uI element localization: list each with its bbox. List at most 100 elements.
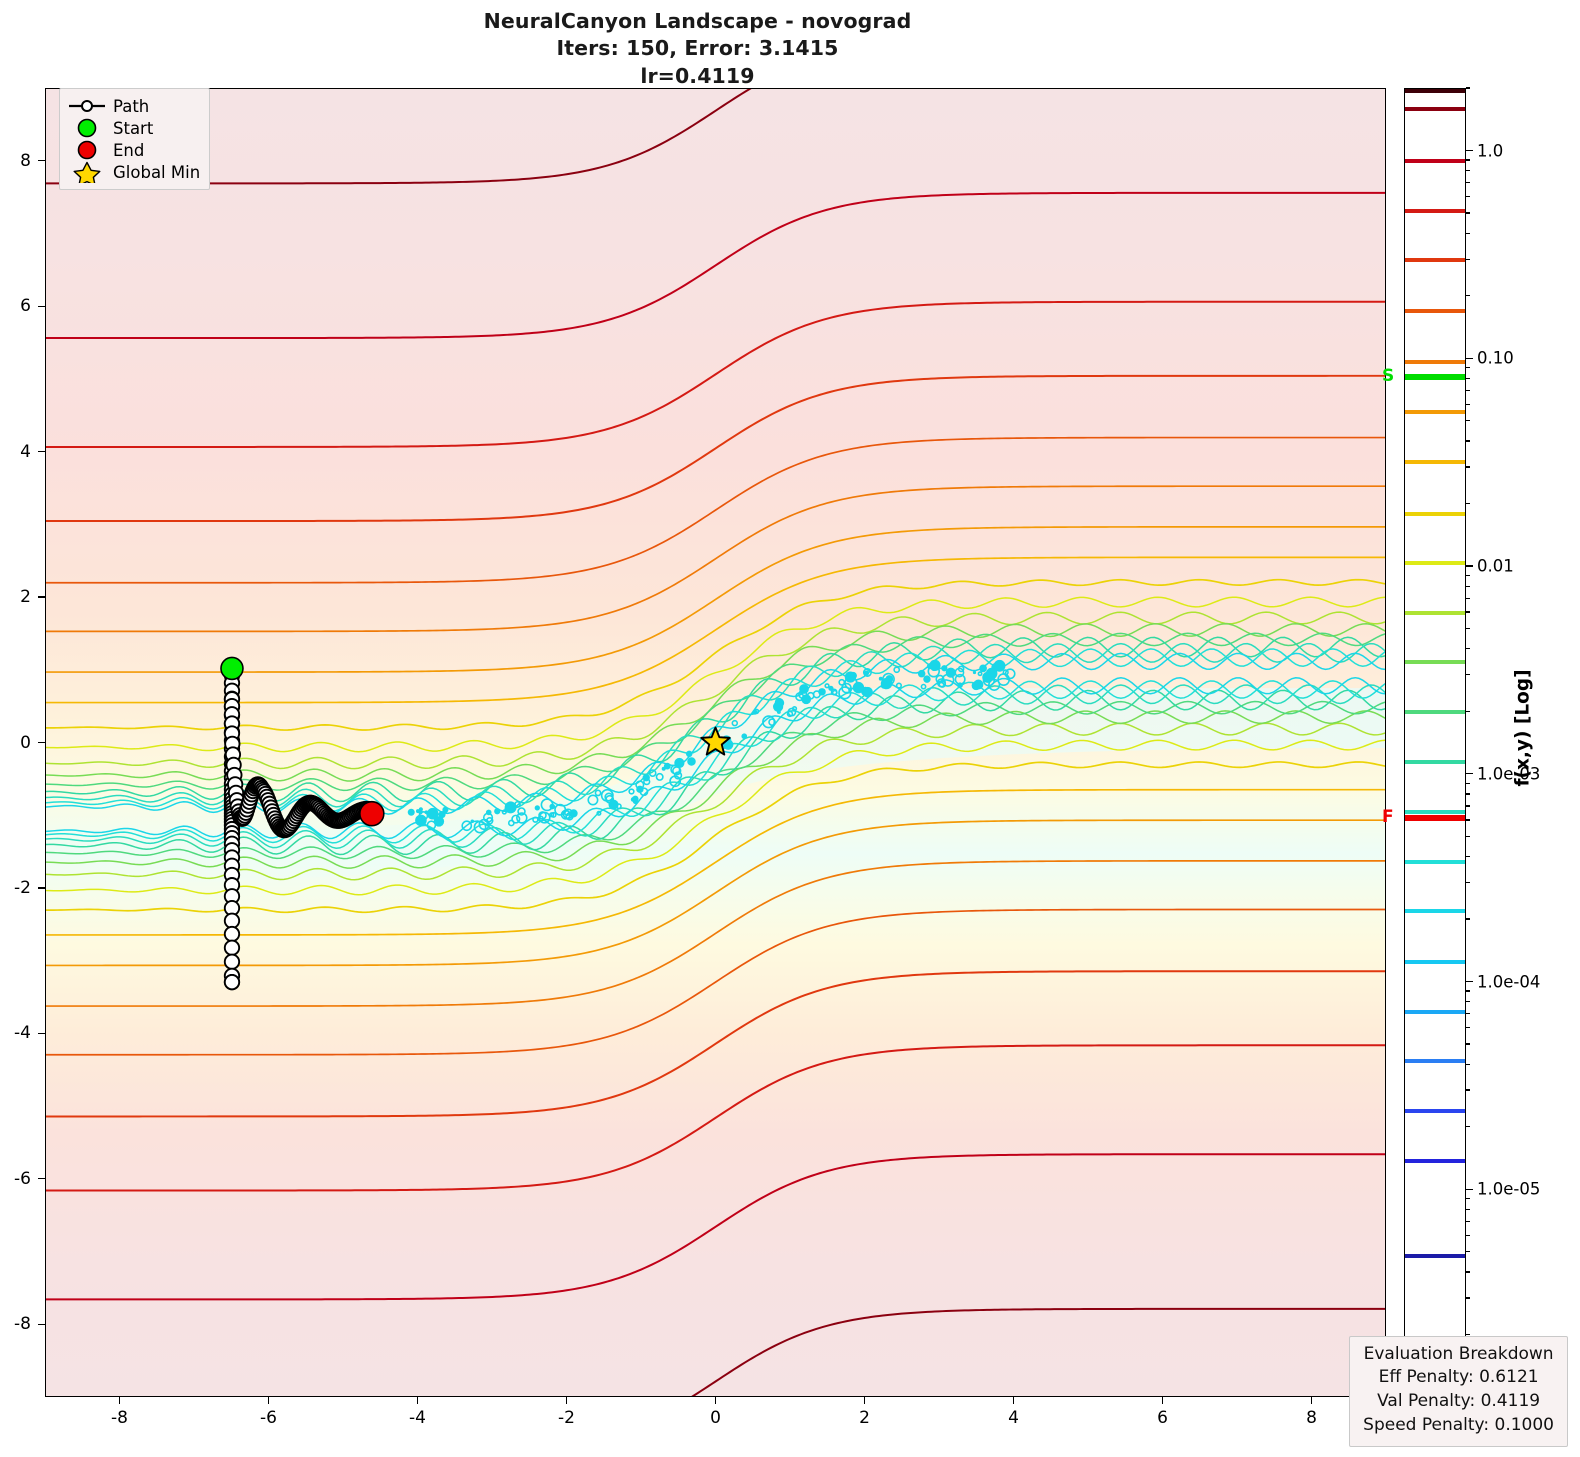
colorbar-level-band — [1405, 1109, 1465, 1114]
colorbar-level-band — [1405, 511, 1465, 516]
micro-minimum-dot — [560, 809, 571, 820]
contour-line — [46, 860, 1385, 1007]
x-tick-label: -2 — [558, 1408, 575, 1428]
legend-item-path: Path — [67, 95, 200, 117]
colorbar-major-tick — [1466, 773, 1473, 775]
colorbar-level-band — [1405, 409, 1465, 414]
micro-minimum-dot — [648, 769, 657, 778]
micro-minimum-dot — [642, 774, 650, 782]
colorbar-tick-label: 1.0e-05 — [1477, 1179, 1541, 1199]
colorbar-minor-tick — [1466, 170, 1470, 172]
path-point-marker — [223, 973, 241, 991]
colorbar-level-band — [1405, 860, 1465, 865]
colorbar-level-band — [1405, 309, 1465, 314]
micro-minimum-dot — [596, 810, 602, 816]
contour-line — [46, 556, 1385, 704]
micro-minimum-dot — [920, 683, 927, 690]
micro-minimum-dot — [1002, 669, 1009, 676]
colorbar-minor-tick — [1466, 1013, 1470, 1015]
colorbar-minor-tick — [1466, 881, 1470, 884]
y-tick-mark — [38, 887, 45, 889]
legend-item-end: End — [67, 139, 200, 161]
contour-line — [46, 680, 1385, 844]
colorbar-level-band — [1405, 1158, 1465, 1163]
x-tick-mark — [416, 1397, 419, 1404]
colorbar-major-tick — [1466, 980, 1473, 983]
micro-minimum-dot — [470, 819, 475, 824]
micro-minimum-dot — [534, 805, 540, 811]
micro-minimum-dot — [731, 719, 739, 727]
micro-minimum-dot — [941, 673, 955, 687]
contour-plot-canvas — [46, 89, 1385, 1396]
x-tick-label: -6 — [260, 1408, 277, 1428]
colorbar-end-cap — [1405, 89, 1465, 93]
micro-minimum-dot — [923, 675, 931, 683]
micro-minimum-dot — [824, 683, 830, 689]
plot-legend: Path Start End Global M — [59, 88, 211, 190]
micro-minimum-dot — [941, 665, 948, 672]
colorbar-minor-tick — [1466, 805, 1470, 807]
contour-line — [46, 526, 1385, 673]
start-marker — [220, 656, 244, 681]
y-tick-mark — [38, 305, 45, 307]
colorbar-level-band — [1405, 659, 1465, 664]
micro-minimum-dot — [663, 762, 671, 770]
micro-minimum-dot — [862, 668, 872, 678]
colorbar-minor-tick — [1466, 648, 1470, 650]
colorbar-minor-tick — [1466, 793, 1470, 795]
page-title: NeuralCanyon Landscape - novograd Iters:… — [0, 8, 1395, 90]
micro-minimum-dot — [982, 671, 994, 683]
colorbar-minor-tick — [1466, 1208, 1470, 1211]
colorbar-minor-tick — [1466, 611, 1470, 613]
title-line-1: NeuralCanyon Landscape - novograd — [483, 9, 912, 33]
colorbar-minor-tick — [1466, 1063, 1470, 1065]
evaluation-breakdown-title: Evaluation Breakdown — [1363, 1343, 1554, 1364]
x-tick-label: 6 — [1157, 1408, 1168, 1428]
micro-minimum-dot — [550, 811, 557, 818]
x-tick-mark — [267, 1397, 270, 1404]
colorbar-minor-tick — [1466, 212, 1470, 214]
contour-line — [46, 89, 752, 185]
end-marker — [359, 800, 385, 827]
micro-minimum-dot — [594, 789, 602, 797]
y-tick-mark — [38, 450, 45, 453]
legend-label-end: End — [113, 140, 145, 160]
colorbar-minor-tick — [1466, 295, 1470, 297]
colorbar-level-band — [1405, 107, 1465, 112]
contour-line — [46, 689, 1385, 856]
colorbar-minor-tick — [1466, 597, 1470, 599]
colorbar-level-band — [1405, 1058, 1465, 1063]
colorbar-minor-tick — [1466, 502, 1470, 505]
micro-minimum-dot — [661, 766, 666, 771]
colorbar-major-tick — [1466, 357, 1473, 359]
colorbar-minor-tick — [1466, 990, 1470, 992]
x-tick-mark — [863, 1397, 866, 1404]
contour-line — [46, 436, 1385, 584]
y-tick-mark — [38, 1032, 45, 1035]
colorbar-level-band — [1405, 760, 1465, 765]
colorbar-minor-tick — [1466, 403, 1470, 405]
colorbar-minor-tick — [1466, 367, 1470, 369]
micro-minimum-dot — [791, 706, 798, 712]
path-point-marker — [223, 953, 241, 970]
x-tick-mark — [565, 1397, 568, 1404]
colorbar-level-band — [1405, 208, 1465, 213]
eff-penalty-value: Eff Penalty: 0.6121 — [1378, 1366, 1539, 1387]
colorbar-minor-tick — [1466, 585, 1470, 587]
colorbar-minor-tick — [1466, 1089, 1470, 1091]
micro-minimum-dot — [407, 808, 415, 816]
y-tick-mark — [38, 160, 45, 162]
path-point-marker — [223, 939, 241, 956]
colorbar-major-tick — [1466, 565, 1473, 567]
micro-minimum-dot — [741, 733, 748, 740]
colorbar-minor-tick — [1466, 627, 1470, 630]
colorbar-tick-label: 0.10 — [1477, 348, 1514, 368]
colorbar-minor-tick — [1466, 574, 1470, 577]
val-penalty-value: Val Penalty: 0.4119 — [1377, 1390, 1541, 1411]
micro-minimum-dot — [917, 669, 926, 678]
colorbar-minor-tick — [1466, 87, 1470, 89]
colorbar-tick-label: 0.01 — [1477, 556, 1514, 576]
micro-minimum-dot — [442, 806, 449, 813]
micro-minimum-dot — [838, 686, 852, 700]
